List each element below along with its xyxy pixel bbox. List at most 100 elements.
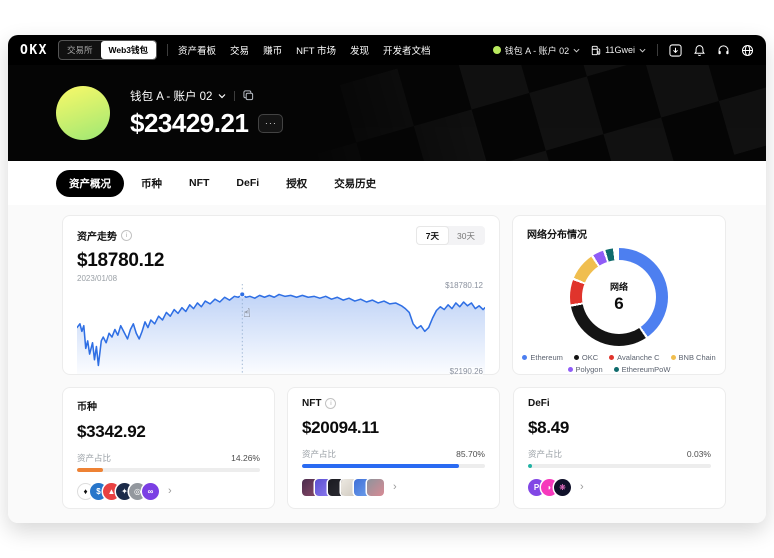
donut-center-value: 6 [614, 294, 624, 313]
headset-icon [718, 44, 729, 54]
nft-thumbnail[interactable] [341, 479, 358, 496]
protocol-pink-icon[interactable]: ◗ [541, 479, 558, 496]
legend-item-Ethereum[interactable]: Ethereum [522, 353, 563, 362]
nav-menu: 资产看板 交易 赚币 NFT 市场 发现 开发者文档 [178, 43, 431, 57]
legend-item-BNB Chain[interactable]: BNB Chain [670, 353, 716, 362]
ratio-label: 资产占比 [302, 449, 337, 459]
polygon-icon[interactable]: ∞ [142, 483, 159, 500]
nft-thumbnail[interactable] [367, 479, 384, 496]
okb-icon[interactable]: ✦ [116, 483, 133, 500]
content-area: 资产走势 i 7天 30天 $18780.12 2023/01/08 $1878… [8, 205, 766, 523]
nft-thumbnail[interactable] [302, 479, 319, 496]
download-app-button[interactable] [669, 43, 682, 57]
donut-center: 网络 6 [582, 260, 656, 334]
ratio-bar [528, 464, 711, 468]
token-gray-icon[interactable]: ◎ [129, 483, 146, 500]
expand-chevron-icon[interactable]: › [393, 481, 397, 493]
okx-logo[interactable]: OKX [20, 42, 48, 58]
copy-address-icon[interactable] [243, 90, 254, 101]
polygon-protocol-icon[interactable]: P [528, 479, 545, 496]
top-nav: OKX 交易所 Web3钱包 资产看板 交易 赚币 NFT 市场 发现 开发者文档 钱包 … [8, 35, 766, 65]
wallet-selector[interactable]: 钱包 A - 账户 02 [492, 44, 581, 57]
expand-chevron-icon[interactable]: › [580, 481, 584, 493]
ratio-bar [302, 464, 485, 468]
support-button[interactable] [717, 44, 730, 57]
gas-selector[interactable]: 11Gwei [591, 45, 646, 56]
legend-item-EthereumPoW[interactable]: EthereumPoW [613, 365, 670, 374]
ratio-bar-fill [77, 468, 104, 472]
wallet-name: 钱包 A - 账户 02 [130, 90, 213, 103]
summary-card-value: $8.49 [528, 418, 570, 437]
range-7d-button[interactable]: 7天 [416, 227, 449, 244]
legend-item-Polygon[interactable]: Polygon [567, 365, 603, 374]
tab-授权[interactable]: 授权 [286, 177, 308, 190]
avax-icon[interactable]: ▲ [103, 483, 120, 500]
nav-item[interactable]: NFT 市场 [296, 46, 337, 57]
nft-thumbnail[interactable] [328, 479, 345, 496]
network-card-title: 网络分布情况 [527, 230, 587, 241]
ratio-percent: 14.26% [231, 453, 260, 463]
checker-pattern [282, 65, 766, 161]
tab-交易历史[interactable]: 交易历史 [334, 177, 377, 190]
trend-date: 2023/01/08 [77, 274, 118, 283]
app-window: OKX 交易所 Web3钱包 资产看板 交易 赚币 NFT 市场 发现 开发者文档 钱包 … [8, 35, 766, 523]
legend-dot [573, 355, 579, 360]
toggle-web3-wallet[interactable]: Web3钱包 [100, 41, 157, 59]
usdc-icon[interactable]: $ [90, 483, 107, 500]
chart-max-label: $18780.12 [445, 281, 483, 290]
ratio-row: 资产占比 14.26% [77, 452, 260, 464]
summary-card-title-text: NFT [302, 398, 322, 409]
tab-NFT[interactable]: NFT [189, 177, 210, 189]
wallet-avatar[interactable] [56, 86, 110, 140]
legend-label: Polygon [575, 365, 603, 374]
network-legend: Ethereum OKC Avalanche C BNB Chain Polygon Et… [522, 353, 716, 374]
wallet-header-text: 钱包 A - 账户 02 $23429.21 ··· [130, 88, 284, 139]
range-switcher: 7天 30天 [415, 226, 485, 245]
info-icon[interactable]: i [121, 230, 132, 241]
legend-item-OKC[interactable]: OKC [573, 353, 598, 362]
trend-chart[interactable]: $18780.12 $2190.26 ☝ [77, 281, 485, 376]
network-donut-chart[interactable]: 网络 6 [570, 248, 668, 346]
tab-资产概况[interactable]: 资产概况 [56, 169, 124, 197]
more-actions-button[interactable]: ··· [258, 113, 284, 133]
summary-card-币种: 币种 $3342.92 资产占比 14.26% ♦ $ ▲ ✦ ◎ ∞ › [62, 387, 275, 509]
asset-icons-row: ♦ $ ▲ ✦ ◎ ∞ › [77, 483, 260, 500]
sushiswap-icon[interactable]: ❋ [554, 479, 571, 496]
tab-币种[interactable]: 币种 [141, 177, 162, 190]
hand-cursor-icon: ☝ [243, 306, 251, 320]
nav-item[interactable]: 发现 [350, 46, 370, 57]
tab-DeFi[interactable]: DeFi [236, 177, 260, 189]
nav-item[interactable]: 开发者文档 [383, 46, 431, 57]
legend-dot [670, 355, 676, 360]
ratio-percent: 0.03% [686, 449, 711, 459]
nav-item[interactable]: 交易 [230, 46, 250, 57]
legend-dot [613, 367, 619, 372]
gas-value: 11Gwei [605, 45, 635, 55]
summary-card-NFT: NFT i $20094.11 资产占比 85.70% › [287, 387, 500, 509]
notifications-button[interactable] [693, 44, 706, 57]
nft-thumbnail[interactable] [315, 479, 332, 496]
info-icon[interactable]: i [325, 398, 337, 409]
expand-chevron-icon[interactable]: › [168, 485, 172, 497]
legend-label: Avalanche C [617, 353, 660, 362]
nav-item[interactable]: 资产看板 [178, 46, 217, 57]
trend-value: $18780.12 [77, 250, 165, 271]
toggle-exchange[interactable]: 交易所 [66, 45, 93, 55]
nav-right: 钱包 A - 账户 02 11Gwei [492, 43, 754, 57]
asset-icons-row: P ◗ ❋ › [528, 479, 711, 496]
summary-card-title-text: DeFi [528, 398, 550, 409]
legend-dot [522, 355, 528, 360]
ratio-percent: 85.70% [456, 449, 485, 459]
language-button[interactable] [741, 44, 754, 57]
donut-center-label: 网络 [609, 282, 628, 292]
range-30d-button[interactable]: 30天 [457, 230, 475, 241]
legend-item-Avalanche C[interactable]: Avalanche C [609, 353, 660, 362]
asset-tabbar: 资产概况 币种 NFT DeFi 授权 交易历史 [8, 161, 766, 206]
trend-area [77, 294, 485, 374]
wallet-status-dot [492, 46, 501, 54]
legend-row: Ethereum OKC Avalanche C BNB Chain [522, 353, 716, 362]
nft-thumbnail[interactable] [354, 479, 371, 496]
summary-card-value: $20094.11 [302, 418, 379, 437]
chevron-down-icon[interactable] [218, 93, 226, 99]
nav-item[interactable]: 赚币 [263, 46, 283, 57]
